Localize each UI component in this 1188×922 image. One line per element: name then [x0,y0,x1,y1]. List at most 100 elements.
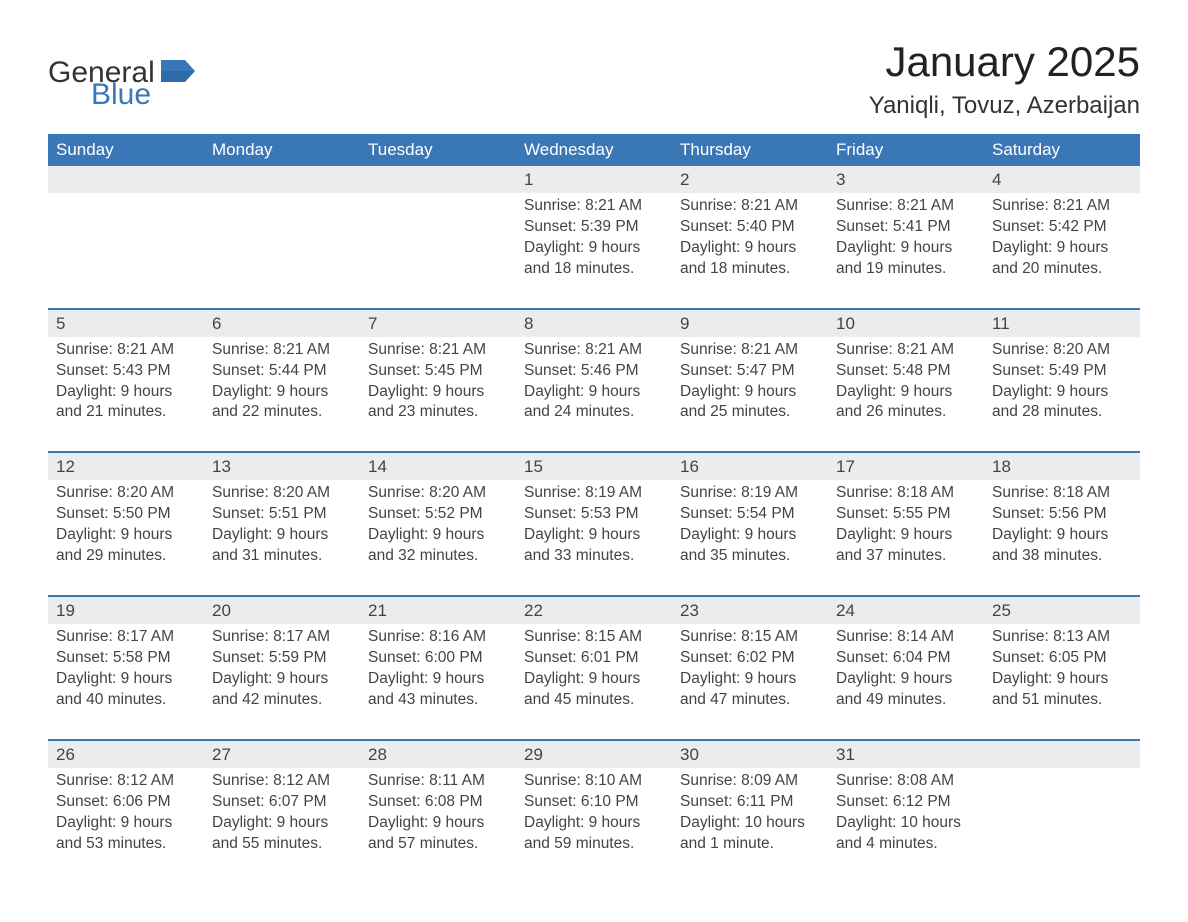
d1-label: Daylight: 9 hours [368,813,508,834]
day-data-cell: Sunrise: 8:13 AMSunset: 6:05 PMDaylight:… [984,624,1140,740]
sunrise-label: Sunrise: 8:12 AM [56,771,196,792]
sunset-label: Sunset: 5:55 PM [836,504,976,525]
day-number-cell: 13 [204,452,360,480]
d1-label: Daylight: 9 hours [836,238,976,259]
day-number-cell: 22 [516,596,672,624]
sunset-label: Sunset: 5:54 PM [680,504,820,525]
sunset-label: Sunset: 5:39 PM [524,217,664,238]
d2-label: and 18 minutes. [524,259,664,280]
d1-label: Daylight: 9 hours [524,525,664,546]
sunset-label: Sunset: 5:46 PM [524,361,664,382]
d1-label: Daylight: 9 hours [212,813,352,834]
day-number-cell: 9 [672,309,828,337]
sunrise-label: Sunrise: 8:20 AM [56,483,196,504]
day-number-cell: 25 [984,596,1140,624]
d1-label: Daylight: 9 hours [524,669,664,690]
day-data-cell: Sunrise: 8:14 AMSunset: 6:04 PMDaylight:… [828,624,984,740]
week-data-row: Sunrise: 8:21 AMSunset: 5:39 PMDaylight:… [48,193,1140,309]
day-number-cell: 17 [828,452,984,480]
day-number-cell: 12 [48,452,204,480]
d2-label: and 1 minute. [680,834,820,855]
d2-label: and 18 minutes. [680,259,820,280]
d2-label: and 43 minutes. [368,690,508,711]
d2-label: and 45 minutes. [524,690,664,711]
sunrise-label: Sunrise: 8:17 AM [212,627,352,648]
day-data-cell: Sunrise: 8:08 AMSunset: 6:12 PMDaylight:… [828,768,984,883]
sunrise-label: Sunrise: 8:18 AM [836,483,976,504]
day-data-cell: Sunrise: 8:21 AMSunset: 5:43 PMDaylight:… [48,337,204,453]
week-daynum-row: 262728293031 [48,740,1140,768]
day-data-cell: Sunrise: 8:18 AMSunset: 5:56 PMDaylight:… [984,480,1140,596]
d1-label: Daylight: 9 hours [212,669,352,690]
day-number-cell: 18 [984,452,1140,480]
day-number-cell: 10 [828,309,984,337]
day-header: Friday [828,134,984,166]
sunset-label: Sunset: 5:56 PM [992,504,1132,525]
sunset-label: Sunset: 6:02 PM [680,648,820,669]
day-number-cell: 2 [672,166,828,193]
week-data-row: Sunrise: 8:17 AM Sunset: 5:58 PM Daylight:… [48,624,1140,740]
day-number-cell: 16 [672,452,828,480]
calendar-page: General Blue January 2025 Yaniqli, Tovuz… [0,0,1188,922]
sunset-label: Sunset: 5:59 PM [212,648,352,669]
sunrise-label: Sunrise: 8:14 AM [836,627,976,648]
sunset-label: Sunset: 6:04 PM [836,648,976,669]
sunset-label: Sunset: 5:45 PM [368,361,508,382]
d1-label: Daylight: 9 hours [56,525,196,546]
sunset-label: Sunset: 5:58 PM [56,648,196,669]
day-data-cell: Sunrise: 8:19 AMSunset: 5:53 PMDaylight:… [516,480,672,596]
d2-label: and 21 minutes. [56,402,196,423]
day-data-cell: Sunrise: 8:21 AMSunset: 5:47 PMDaylight:… [672,337,828,453]
d1-label: Daylight: 9 hours [836,525,976,546]
day-data-cell: Sunrise: 8:21 AMSunset: 5:48 PMDaylight:… [828,337,984,453]
calendar-table: Sunday Monday Tuesday Wednesday Thursday… [48,134,1140,882]
d1-label: Daylight: 9 hours [836,382,976,403]
week-daynum-row: 12131415161718 [48,452,1140,480]
day-header: Wednesday [516,134,672,166]
d1-label: Daylight: 9 hours [212,525,352,546]
day-data-cell [48,193,204,309]
day-data-cell: Sunrise: 8:20 AMSunset: 5:52 PMDaylight:… [360,480,516,596]
day-data-cell: Sunrise: 8:20 AMSunset: 5:49 PMDaylight:… [984,337,1140,453]
d1-label: Daylight: 9 hours [524,382,664,403]
sunset-label: Sunset: 6:10 PM [524,792,664,813]
d2-label: and 47 minutes. [680,690,820,711]
sunset-label: Sunset: 5:51 PM [212,504,352,525]
week-data-row: Sunrise: 8:21 AMSunset: 5:43 PMDaylight:… [48,337,1140,453]
d1-label: Daylight: 9 hours [368,669,508,690]
d1-label: Daylight: 9 hours [836,669,976,690]
day-header: Sunday [48,134,204,166]
sunrise-label: Sunrise: 8:12 AM [212,771,352,792]
sunrise-label: Sunrise: 8:11 AM [368,771,508,792]
day-number-cell: 6 [204,309,360,337]
sunrise-label: Sunrise: 8:21 AM [524,340,664,361]
day-data-cell: Sunrise: 8:21 AMSunset: 5:39 PMDaylight:… [516,193,672,309]
d1-label: Daylight: 9 hours [524,813,664,834]
d1-label: Daylight: 9 hours [524,238,664,259]
d2-label: and 51 minutes. [992,690,1132,711]
d1-label: Daylight: 9 hours [368,382,508,403]
day-data-cell: Sunrise: 8:20 AMSunset: 5:50 PMDaylight:… [48,480,204,596]
day-data-cell: Sunrise: 8:16 AMSunset: 6:00 PMDaylight:… [360,624,516,740]
d2-label: and 20 minutes. [992,259,1132,280]
day-data-cell [204,193,360,309]
d2-label: and 25 minutes. [680,402,820,423]
day-number-cell: 31 [828,740,984,768]
sunset-label: Sunset: 5:41 PM [836,217,976,238]
week-data-row: Sunrise: 8:20 AMSunset: 5:50 PMDaylight:… [48,480,1140,596]
day-number-cell: 15 [516,452,672,480]
day-header-row: Sunday Monday Tuesday Wednesday Thursday… [48,134,1140,166]
day-number-cell: 29 [516,740,672,768]
sunrise-label: Sunrise: 8:21 AM [212,340,352,361]
week-daynum-row: 1234 [48,166,1140,193]
day-number-cell: 28 [360,740,516,768]
day-number-cell [360,166,516,193]
sunrise-label: Sunrise: 8:15 AM [524,627,664,648]
sunset-label: Sunset: 6:00 PM [368,648,508,669]
sunrise-label: Sunrise: 8:21 AM [680,340,820,361]
d1-label: Daylight: 9 hours [680,525,820,546]
sunrise-label: Sunrise: 8:20 AM [368,483,508,504]
location-label: Yaniqli, Tovuz, Azerbaijan [869,92,1140,120]
sunrise-label: Sunrise: 8:21 AM [368,340,508,361]
day-header: Monday [204,134,360,166]
